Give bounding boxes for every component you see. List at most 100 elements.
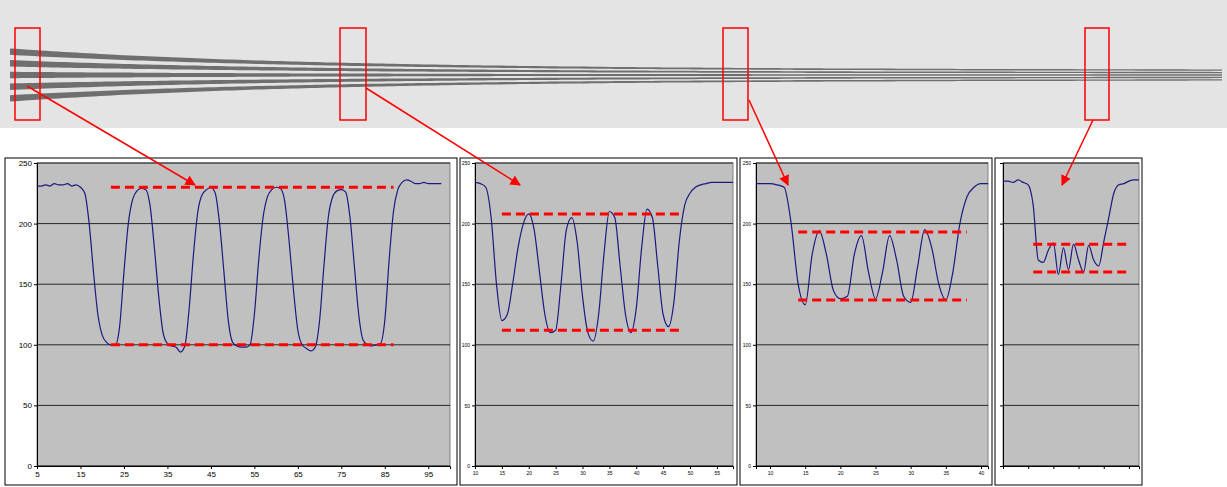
tick: 35: [607, 466, 613, 476]
tick-mark: [636, 466, 637, 469]
tick-label: 95: [424, 470, 433, 479]
tick-mark: [1053, 466, 1054, 469]
tick-mark: [1129, 466, 1130, 469]
tick-label: 35: [607, 470, 613, 476]
tick: [1129, 466, 1130, 469]
tick-label: 55: [715, 470, 721, 476]
tick-mark: [385, 466, 386, 469]
grid: [756, 163, 988, 466]
y-axis: [1000, 164, 1004, 467]
tick-label: 20: [838, 470, 844, 476]
x-axis: 10152025303540: [757, 466, 989, 476]
tick-mark: [556, 466, 557, 469]
tick: [1000, 163, 1003, 164]
grid-line: [475, 163, 733, 164]
tick: 50: [745, 403, 756, 409]
tick-label: 100: [462, 342, 471, 348]
tick-mark: [1000, 224, 1003, 225]
fiber: [10, 79, 1222, 101]
tick-mark: [1000, 163, 1003, 164]
tick-mark: [34, 284, 37, 285]
tick: 55: [250, 466, 259, 479]
tick-label: 250: [462, 160, 471, 166]
strip-background: [0, 0, 1227, 128]
tick-mark: [583, 466, 584, 469]
y-axis: 0 50 100 150 200 250: [743, 160, 757, 469]
tick-mark: [124, 466, 125, 469]
y-axis: 050100150200250: [19, 159, 38, 471]
tick-mark: [472, 405, 475, 406]
image-strip: [0, 0, 1227, 128]
tick-mark: [34, 163, 37, 164]
tick: 40: [979, 466, 985, 476]
tick: [1000, 224, 1003, 225]
tick-label: 10: [768, 470, 774, 476]
tick: 20: [838, 466, 844, 476]
grid: [37, 163, 450, 466]
tick-mark: [1000, 466, 1003, 467]
plot-area: [1003, 180, 1139, 275]
grid-line: [756, 405, 988, 406]
reference-line: [502, 212, 679, 215]
tick: 200: [19, 220, 37, 229]
grid-line: [37, 344, 450, 345]
selection-box: [723, 28, 748, 120]
tick: 25: [120, 466, 129, 479]
tick-mark: [34, 345, 37, 346]
tick-label: 150: [743, 281, 752, 287]
tick-label: 200: [19, 220, 33, 229]
tick-mark: [717, 466, 718, 469]
plot-background: [756, 163, 988, 466]
tick: [1000, 345, 1003, 346]
tick-label: 250: [743, 160, 752, 166]
tick-label: 25: [553, 470, 559, 476]
tick: 50: [688, 466, 694, 476]
tick-mark: [753, 224, 756, 225]
fiber: [10, 60, 1222, 73]
tick-mark: [80, 466, 81, 469]
tick-mark: [472, 466, 475, 467]
panel-frame: [995, 158, 1142, 485]
tick: 200: [743, 221, 756, 227]
tick-label: 55: [250, 470, 259, 479]
tick: 25: [553, 466, 559, 476]
tick-mark: [529, 466, 530, 469]
axis-line: [1000, 164, 1004, 467]
tick-label: 150: [462, 281, 471, 287]
grid-line: [475, 223, 733, 224]
plot-background: [1003, 163, 1139, 466]
selection-box: [15, 28, 40, 120]
profile-line: [756, 184, 988, 305]
tick: 35: [163, 466, 172, 479]
tick: 15: [77, 466, 86, 479]
grid-line: [1003, 405, 1139, 406]
plot-area: [756, 184, 988, 305]
tick-mark: [472, 224, 475, 225]
grid: [475, 163, 733, 466]
x-axis: [1004, 466, 1140, 469]
tick-label: 75: [337, 470, 346, 479]
tick-label: 0: [748, 463, 751, 469]
tick-label: 100: [743, 342, 752, 348]
tick-label: 40: [634, 470, 640, 476]
pointer-arrow: [1062, 120, 1093, 185]
grid-line: [475, 344, 733, 345]
tick: [1000, 284, 1003, 285]
tick: 15: [500, 466, 506, 476]
tick-mark: [1000, 405, 1003, 406]
grid-line: [37, 223, 450, 224]
tick-label: 30: [580, 470, 586, 476]
tick-label: 250: [19, 159, 33, 168]
tick: 10: [768, 466, 774, 476]
tick: 0: [467, 463, 475, 469]
tick: 45: [207, 466, 216, 479]
tick-mark: [946, 466, 947, 469]
reference-line: [1033, 243, 1129, 246]
tick-mark: [167, 466, 168, 469]
tick: 100: [743, 342, 756, 348]
tick-mark: [753, 163, 756, 164]
tick: 100: [462, 342, 475, 348]
tick: 0: [748, 463, 756, 469]
tick-mark: [609, 466, 610, 469]
tick-label: 50: [688, 470, 694, 476]
